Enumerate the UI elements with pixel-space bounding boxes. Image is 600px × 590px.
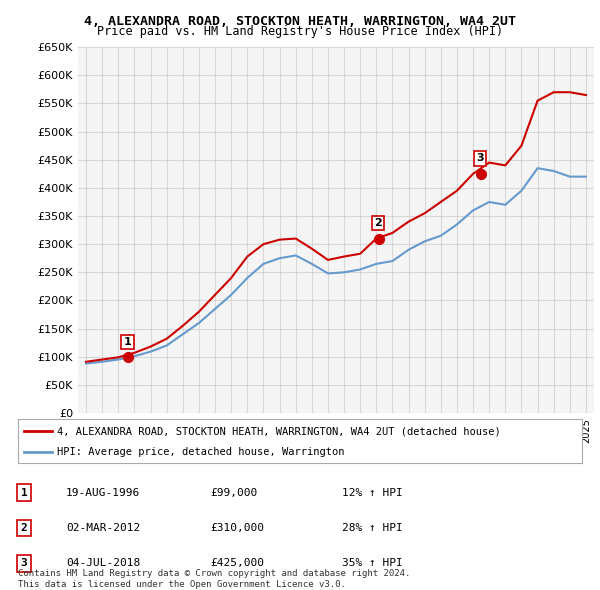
Text: HPI: Average price, detached house, Warrington: HPI: Average price, detached house, Warr… — [58, 447, 345, 457]
Text: 4, ALEXANDRA ROAD, STOCKTON HEATH, WARRINGTON, WA4 2UT (detached house): 4, ALEXANDRA ROAD, STOCKTON HEATH, WARRI… — [58, 427, 501, 436]
Text: £99,000: £99,000 — [210, 488, 257, 497]
Text: £425,000: £425,000 — [210, 559, 264, 568]
Text: 35% ↑ HPI: 35% ↑ HPI — [342, 559, 403, 568]
Text: Contains HM Land Registry data © Crown copyright and database right 2024.
This d: Contains HM Land Registry data © Crown c… — [18, 569, 410, 589]
Text: 3: 3 — [20, 559, 28, 568]
Text: 4, ALEXANDRA ROAD, STOCKTON HEATH, WARRINGTON, WA4 2UT: 4, ALEXANDRA ROAD, STOCKTON HEATH, WARRI… — [84, 15, 516, 28]
Text: 1: 1 — [124, 337, 131, 347]
Text: 2: 2 — [20, 523, 28, 533]
Text: 1: 1 — [20, 488, 28, 497]
Text: 3: 3 — [476, 153, 484, 163]
Text: 02-MAR-2012: 02-MAR-2012 — [66, 523, 140, 533]
Text: 28% ↑ HPI: 28% ↑ HPI — [342, 523, 403, 533]
Text: £310,000: £310,000 — [210, 523, 264, 533]
Text: 19-AUG-1996: 19-AUG-1996 — [66, 488, 140, 497]
Text: 12% ↑ HPI: 12% ↑ HPI — [342, 488, 403, 497]
Text: 2: 2 — [374, 218, 382, 228]
Text: Price paid vs. HM Land Registry's House Price Index (HPI): Price paid vs. HM Land Registry's House … — [97, 25, 503, 38]
Text: 04-JUL-2018: 04-JUL-2018 — [66, 559, 140, 568]
